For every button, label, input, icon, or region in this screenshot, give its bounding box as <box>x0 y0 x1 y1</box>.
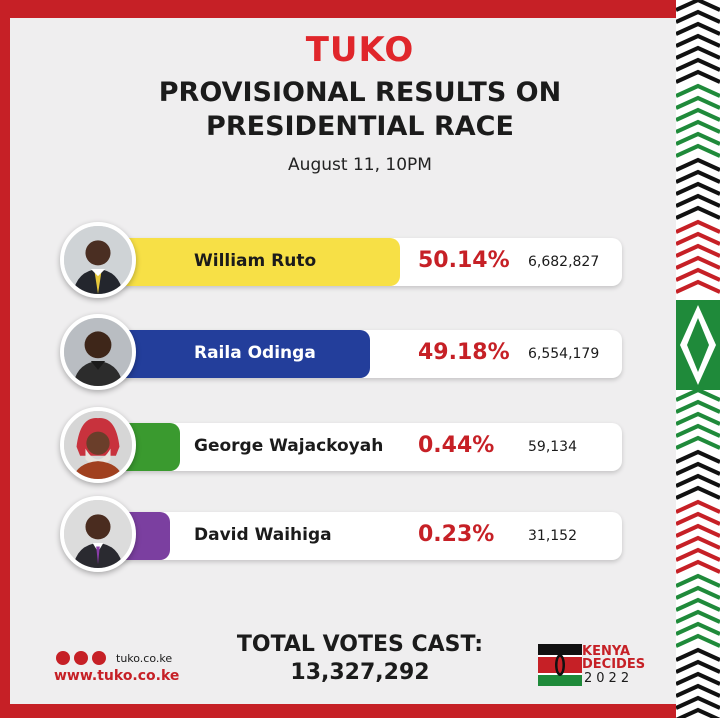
avatar <box>60 222 136 298</box>
facebook-icon[interactable] <box>56 651 70 665</box>
candidate-percent: 49.18% <box>418 340 510 365</box>
candidate-row: George Wajackoyah 0.44% 59,134 <box>100 423 622 471</box>
candidate-row: Raila Odinga 49.18% 6,554,179 <box>100 330 622 378</box>
avatar <box>60 314 136 390</box>
timestamp: August 11, 10PM <box>288 155 432 175</box>
candidate-row: David Waihiga 0.23% 31,152 <box>100 512 622 560</box>
candidate-percent: 0.44% <box>418 433 495 458</box>
candidate-percent: 0.23% <box>418 522 495 547</box>
candidate-bar <box>100 238 400 286</box>
badge-text-decides: DECIDES <box>582 657 646 672</box>
total-votes-value: 13,327,292 <box>290 660 430 685</box>
social-handle: tuko.co.ke <box>116 651 173 665</box>
title-line-1: PROVISIONAL RESULTS ON <box>158 77 562 108</box>
candidate-name: David Waihiga <box>194 525 332 545</box>
instagram-icon[interactable] <box>74 651 88 665</box>
avatar <box>60 407 136 483</box>
tuko-logo: TUKO <box>305 30 415 70</box>
kenya-flag-icon <box>538 644 582 686</box>
candidate-votes: 31,152 <box>528 528 577 544</box>
candidate-votes: 6,682,827 <box>528 254 600 270</box>
decorative-pattern-strip <box>676 0 720 718</box>
kenya-decides-badge: KENYA DECIDES 2022 <box>538 626 650 690</box>
twitter-icon[interactable] <box>92 651 106 665</box>
candidate-row: William Ruto 50.14% 6,682,827 <box>100 238 622 286</box>
candidate-name: William Ruto <box>194 251 317 271</box>
badge-text-year: 2022 <box>584 671 634 686</box>
candidate-votes: 59,134 <box>528 439 577 455</box>
social-links: tuko.co.ke <box>56 651 172 665</box>
candidate-name: Raila Odinga <box>194 343 316 363</box>
website-link[interactable]: www.tuko.co.ke <box>54 668 180 684</box>
page-title: PROVISIONAL RESULTS ON PRESIDENTIAL RACE <box>0 76 720 144</box>
total-votes-label: TOTAL VOTES CAST: <box>236 632 484 657</box>
candidate-percent: 50.14% <box>418 248 510 273</box>
candidate-votes: 6,554,179 <box>528 346 600 362</box>
badge-text-kenya: KENYA <box>582 644 631 659</box>
candidate-name: George Wajackoyah <box>194 436 384 456</box>
title-line-2: PRESIDENTIAL RACE <box>206 111 514 142</box>
avatar <box>60 496 136 572</box>
candidate-bar <box>100 330 370 378</box>
